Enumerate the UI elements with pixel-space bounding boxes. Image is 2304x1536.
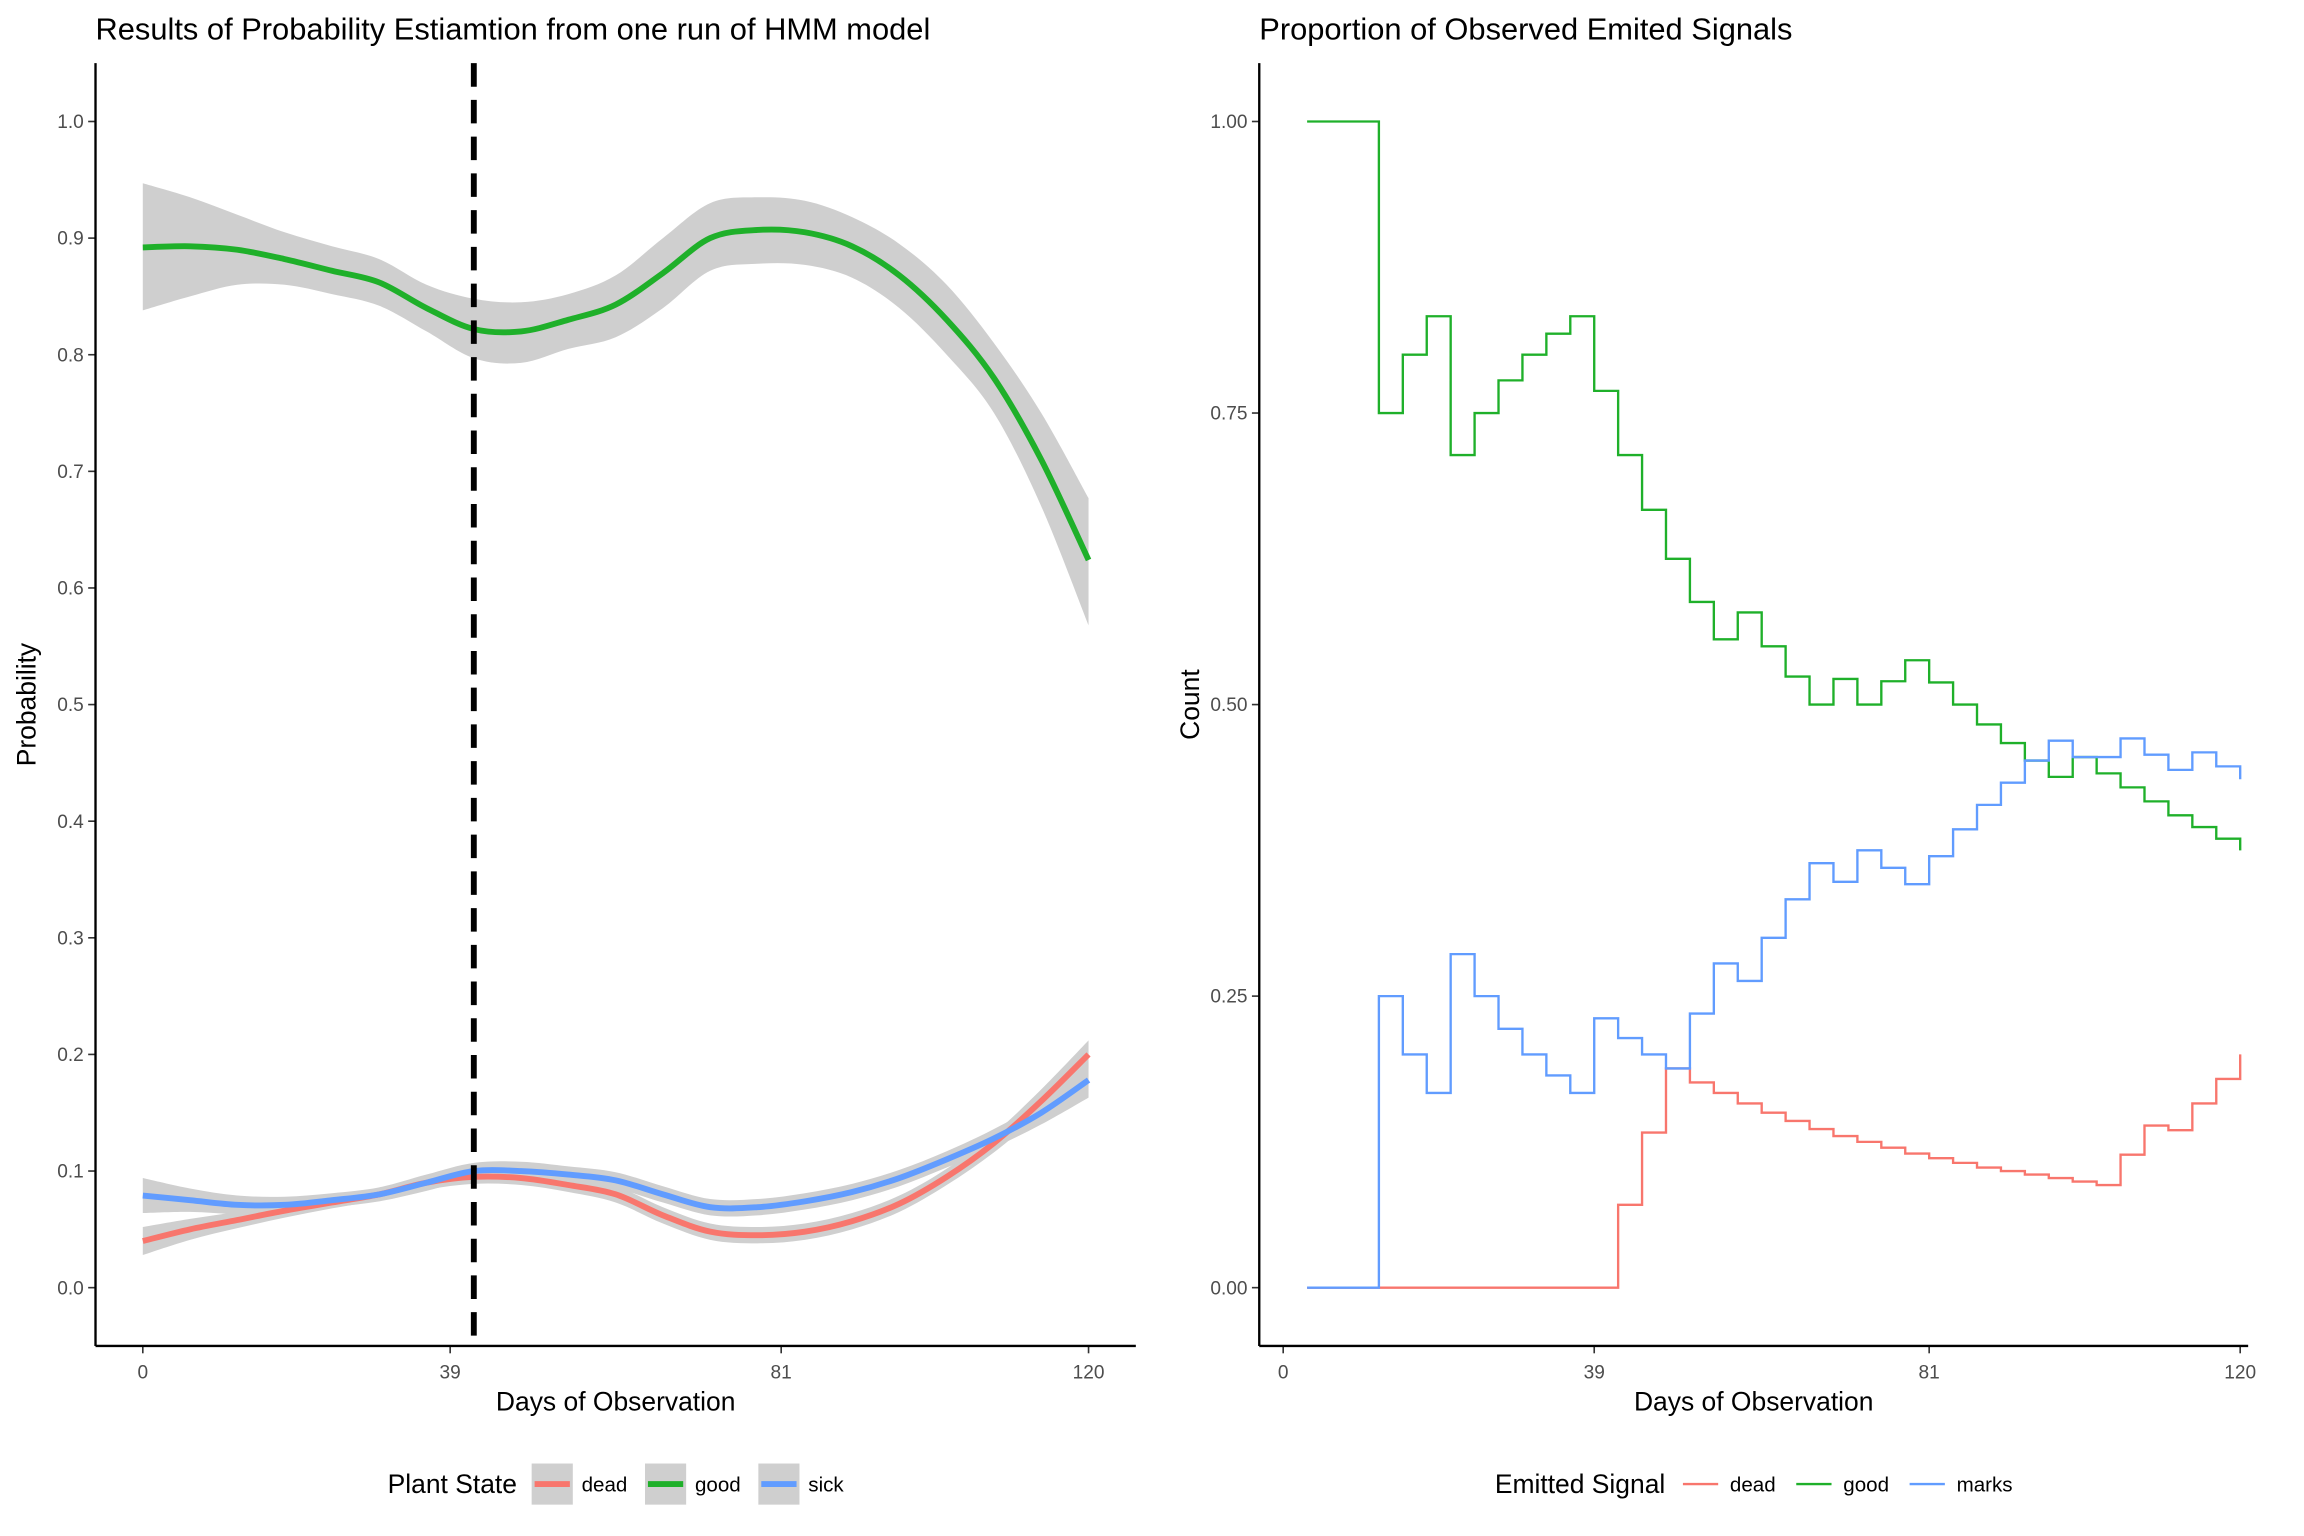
x-tick-label: 81 <box>1919 1362 1940 1383</box>
y-tick-label: 0.1 <box>57 1162 84 1183</box>
x-axis-title: Days of Observation <box>496 1387 736 1417</box>
x-tick-label: 81 <box>771 1362 792 1383</box>
legend: Emitted Signal dead good marks <box>1495 1469 2013 1499</box>
legend-title: Plant State <box>388 1469 517 1499</box>
y-axis-title: Count <box>1175 669 1205 740</box>
line <box>142 226 1092 562</box>
y-tick-label: 1.00 <box>1210 112 1247 133</box>
confidence-ribbon <box>142 1062 1089 1217</box>
y-tick-label: 0.5 <box>57 695 84 716</box>
step-line <box>1307 1054 2242 1289</box>
panel: Results of Probability Estiamtion from o… <box>11 12 1136 1417</box>
y-tick-label: 0.3 <box>57 928 84 949</box>
step-line <box>1307 120 2242 851</box>
y-tick-label: 0.4 <box>57 812 84 833</box>
y-tick-label: 0.9 <box>57 229 84 250</box>
y-axis-title: Probability <box>11 642 41 766</box>
y-tick-label: 0.7 <box>57 462 84 483</box>
y-tick-label: 0.0 <box>57 1278 84 1299</box>
x-tick-label: 39 <box>440 1362 461 1383</box>
y-tick-label: 0.8 <box>57 345 84 366</box>
chart-title: Results of Probability Estiamtion from o… <box>96 12 931 47</box>
x-tick-label: 39 <box>1584 1362 1605 1383</box>
legend-label: sick <box>808 1473 844 1496</box>
x-tick-label: 120 <box>2224 1362 2256 1383</box>
y-tick-label: 0.50 <box>1210 695 1247 716</box>
legend-label: good <box>1843 1473 1889 1496</box>
step-line <box>1307 737 2242 1289</box>
line <box>142 1052 1091 1244</box>
legend-label: good <box>695 1473 741 1496</box>
x-tick-label: 0 <box>137 1362 148 1383</box>
x-tick-label: 0 <box>1278 1362 1289 1383</box>
legend-title: Emitted Signal <box>1495 1469 1665 1499</box>
y-tick-label: 0.2 <box>57 1045 84 1066</box>
legend: Plant State dead good sick <box>388 1463 844 1505</box>
y-tick-label: 0.00 <box>1210 1278 1247 1299</box>
legend-label: dead <box>1730 1473 1776 1496</box>
y-tick-label: 0.25 <box>1210 987 1247 1008</box>
line <box>142 1077 1091 1212</box>
y-tick-label: 0.6 <box>57 579 84 600</box>
y-tick-label: 1.0 <box>57 112 84 133</box>
confidence-ribbon <box>142 183 1089 626</box>
panel: Proportion of Observed Emited Signals Day… <box>1175 12 2256 1417</box>
y-tick-label: 0.75 <box>1210 404 1247 425</box>
chart-title: Proportion of Observed Emited Signals <box>1259 12 1792 47</box>
x-axis-title: Days of Observation <box>1634 1387 1874 1417</box>
legend-label: marks <box>1957 1473 2013 1496</box>
x-tick-label: 120 <box>1073 1362 1105 1383</box>
legend-label: dead <box>582 1473 628 1496</box>
